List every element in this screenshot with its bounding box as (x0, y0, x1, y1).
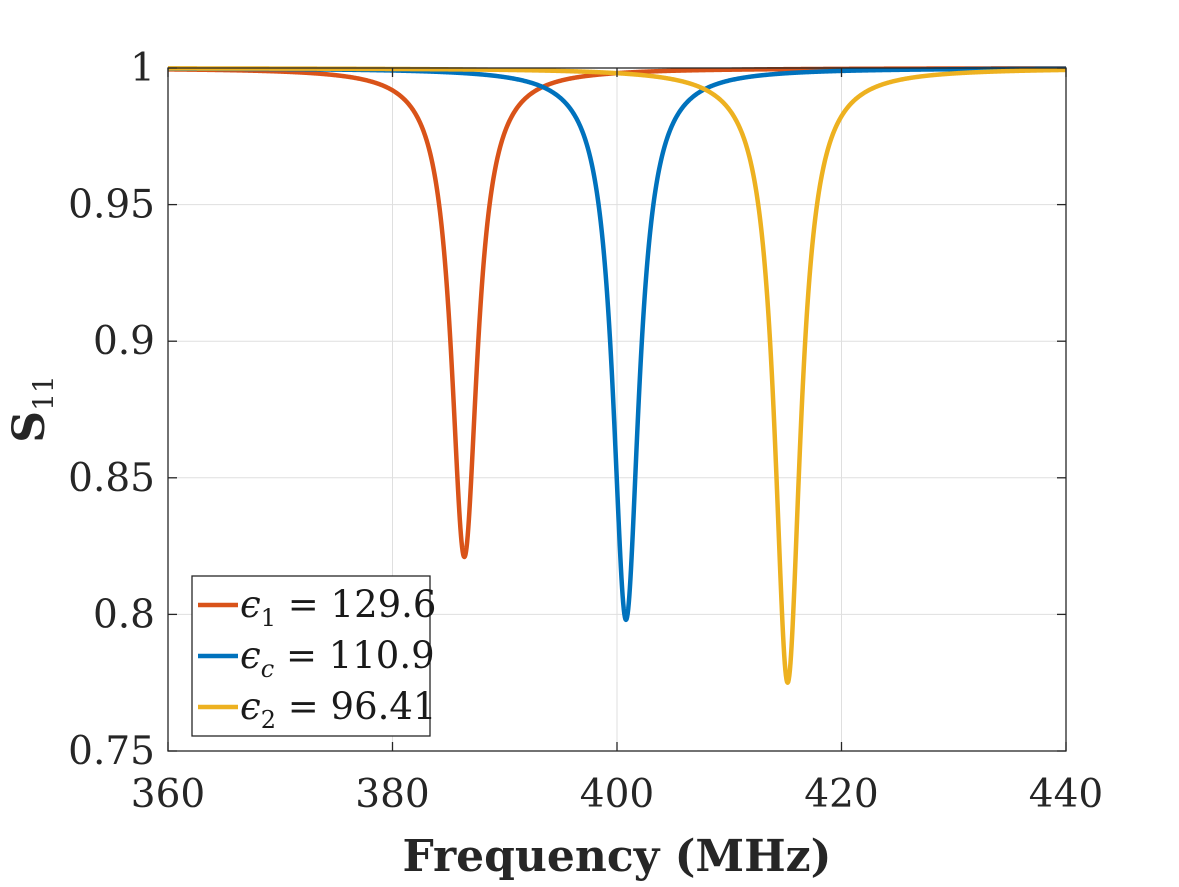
legend-entry-epsc: ϵc = 110.9 (198, 634, 435, 683)
legend-subscript-eps1: 1 (261, 604, 276, 632)
legend-entry-eps2: ϵ2 = 96.41 (198, 685, 436, 734)
legend: ϵ1 = 129.6 ϵc = 110.9 ϵ2 = 96.41 (191, 575, 436, 737)
legend-symbol-epsc: ϵ (240, 634, 261, 677)
y-tick-label: 0.8 (93, 592, 155, 637)
y-axis-title-subscript: 11 (27, 375, 60, 411)
x-axis-title: Frequency (MHz) (403, 831, 832, 882)
y-tick-label: 1 (130, 46, 155, 91)
legend-label-eps1: ϵ1 = 129.6 (240, 583, 436, 632)
legend-subscript-eps2: 2 (261, 706, 276, 734)
x-tick-label: 420 (804, 772, 878, 817)
legend-entry-eps1: ϵ1 = 129.6 (198, 583, 436, 632)
legend-value-epsc: = 110.9 (274, 634, 434, 677)
x-tick-label: 400 (580, 772, 654, 817)
legend-label-eps2: ϵ2 = 96.41 (240, 685, 436, 734)
x-tick-label: 380 (355, 772, 429, 817)
y-axis-title: S11 (4, 375, 60, 442)
y-tick-label: 0.9 (93, 319, 155, 364)
y-axis-title-main: S (4, 411, 55, 443)
tick-layer: 360 380 400 420 440 0.75 0.8 0.85 0.9 0.95 1 (68, 46, 1103, 817)
legend-symbol-eps1: ϵ (240, 583, 261, 626)
legend-value-eps2: = 96.41 (276, 685, 436, 728)
legend-value-eps1: = 129.6 (276, 583, 436, 626)
legend-label-epsc: ϵc = 110.9 (240, 634, 435, 683)
y-tick-label: 0.95 (68, 183, 155, 228)
x-tick-label: 440 (1029, 772, 1103, 817)
y-tick-label: 0.85 (68, 456, 155, 501)
legend-subscript-epsc: c (261, 655, 274, 683)
y-tick-label: 0.75 (68, 729, 155, 774)
x-tick-label: 360 (131, 772, 205, 817)
legend-symbol-eps2: ϵ (240, 685, 261, 728)
